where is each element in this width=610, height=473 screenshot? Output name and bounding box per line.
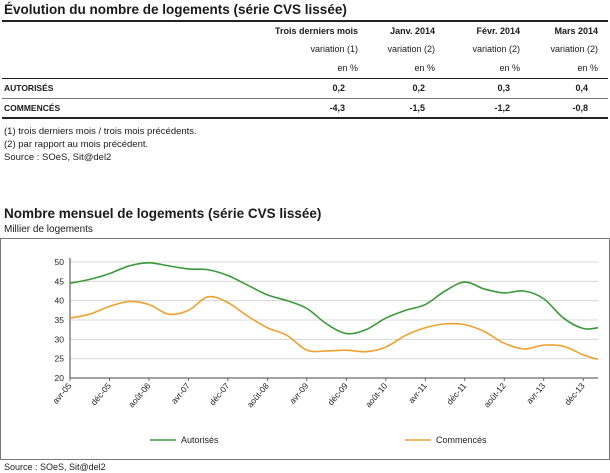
y-tick-label: 35 [55,315,65,325]
table-cell: -1,5 [409,103,425,113]
column-subheader: variation (1) [310,44,358,54]
x-tick-label: août-10 [363,381,389,410]
column-unit: en % [337,63,358,73]
column-unit: en % [414,63,435,73]
table-title: Évolution du nombre de logements (série … [4,2,347,17]
column-header-janv: Janv. 2014 [390,26,435,36]
y-tick-label: 20 [55,373,65,383]
y-tick-label: 30 [55,334,65,344]
x-tick-label: déc-11 [444,381,468,407]
column-subheader: variation (2) [550,44,598,54]
table-note: (2) par rapport au mois précédent. [4,139,149,150]
table-top-rule [2,20,608,22]
x-tick-label: août-12 [482,381,508,410]
series-line-commences [69,295,599,361]
y-tick-label: 25 [55,354,65,364]
column-header-fevr: Févr. 2014 [476,26,520,36]
table-cell: 0,3 [497,83,510,93]
legend-label: Commencés [436,435,487,445]
column-subheader: variation (2) [472,44,520,54]
chart-source: Source : SOeS, Sit@del2 [4,462,106,472]
table-bottom-rule [2,117,608,119]
x-tick-label: avr-11 [406,381,429,406]
table-row-rule [2,98,608,99]
x-tick-label: avr-05 [50,381,73,406]
x-tick-label: avr-13 [524,381,547,406]
column-header-mars: Mars 2014 [554,26,598,36]
y-tick-label: 40 [55,296,65,306]
column-header-trois-mois: Trois derniers mois [274,26,358,36]
table-cell: -1,2 [494,103,510,113]
x-tick-label: déc-07 [207,381,232,408]
table-header-rule [2,78,608,79]
table-cell: 0,2 [332,83,345,93]
table-source: Source : SOeS, Sit@del2 [4,152,112,163]
y-tick-label: 50 [55,257,65,267]
column-unit: en % [499,63,520,73]
y-tick-label: 45 [55,276,65,286]
x-tick-label: août-08 [245,381,271,410]
legend-label: Autorisés [181,435,219,445]
series-line-autorises [69,261,599,335]
table-cell: 0,4 [575,83,588,93]
x-tick-label: avr-07 [169,381,192,406]
x-tick-label: déc-09 [325,381,350,408]
x-tick-label: avr-09 [287,381,310,406]
x-tick-label: août-06 [126,381,152,410]
table-cell: 0,2 [412,83,425,93]
column-unit: en % [577,63,598,73]
table-cell: -0,8 [572,103,588,113]
row-label-commences: COMMENCÉS [4,103,61,113]
table-cell: -4,3 [329,103,345,113]
chart-title: Nombre mensuel de logements (série CVS l… [4,206,322,221]
line-chart: avr-05 déc-05 août-06 avr-07 déc-07 août-08 av… [0,238,610,460]
x-tick-label: déc-05 [89,381,114,408]
table-note: (1) trois derniers mois / trois mois pré… [4,126,197,137]
chart-ylabel: Millier de logements [4,224,93,235]
x-tick-label: déc-13 [562,381,587,408]
column-subheader: variation (2) [387,44,435,54]
row-label-autorises: AUTORISÉS [4,83,54,93]
